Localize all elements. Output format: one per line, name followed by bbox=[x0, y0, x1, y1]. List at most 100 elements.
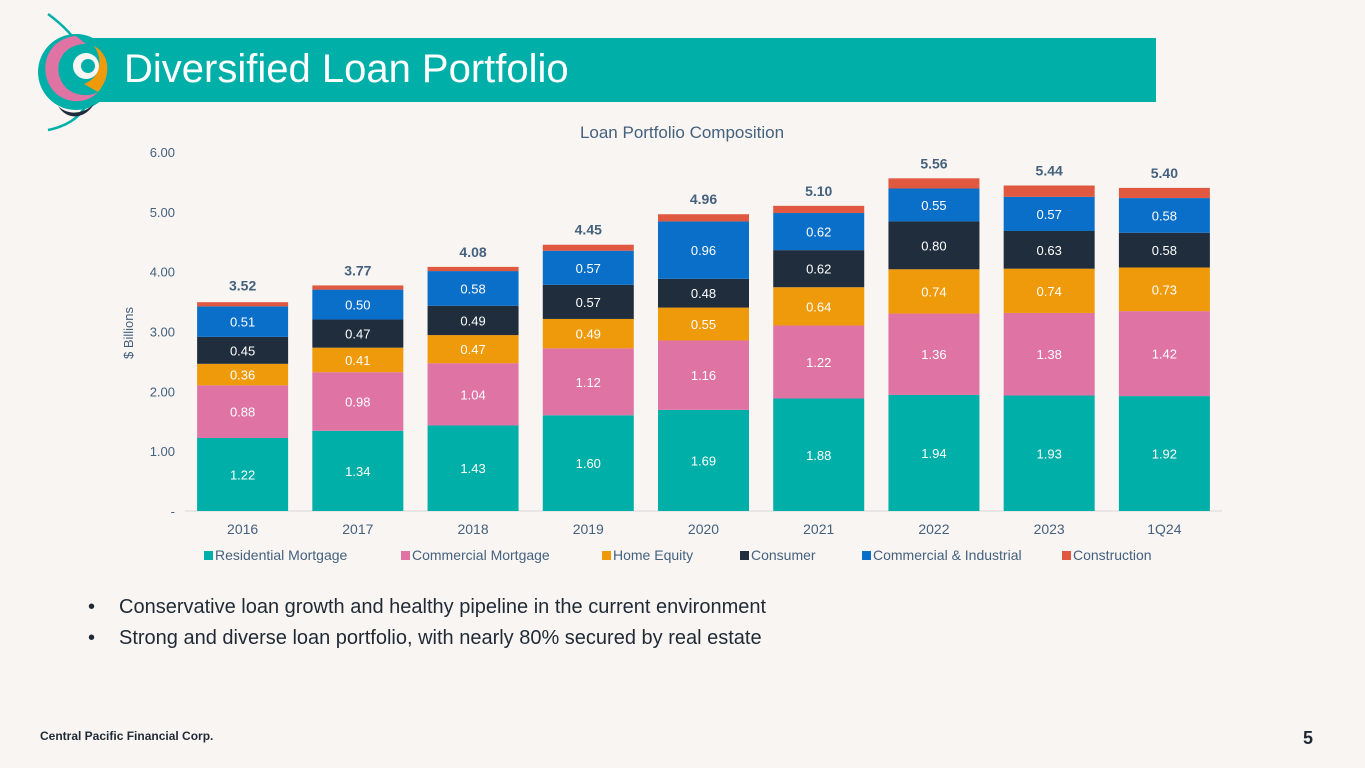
bar-segment bbox=[888, 269, 980, 314]
page-number: 5 bbox=[1302, 728, 1313, 748]
bar-segment bbox=[197, 438, 289, 511]
data-label: 0.57 bbox=[576, 295, 601, 310]
data-label: 1.92 bbox=[1152, 447, 1177, 462]
bar-segment bbox=[658, 221, 749, 279]
x-tick-label: 2020 bbox=[688, 521, 719, 537]
bar-segment bbox=[427, 266, 519, 272]
bar-segment bbox=[773, 287, 865, 326]
total-label: 3.52 bbox=[229, 277, 256, 293]
bar-segment bbox=[888, 394, 980, 511]
bullet-item: • Conservative loan growth and healthy pi… bbox=[88, 596, 767, 618]
data-label: 0.88 bbox=[230, 405, 255, 420]
bar-segment bbox=[1118, 267, 1210, 312]
bar-segment bbox=[427, 305, 519, 336]
bar-segment bbox=[312, 289, 404, 320]
bar-segment bbox=[888, 221, 980, 270]
data-label: 0.41 bbox=[345, 353, 370, 368]
bar-segment bbox=[312, 285, 404, 290]
bar-segment bbox=[888, 188, 980, 222]
legend-swatch bbox=[602, 551, 611, 560]
bar-segment bbox=[658, 278, 749, 308]
data-label: 0.49 bbox=[460, 313, 485, 328]
data-label: 1.94 bbox=[921, 446, 946, 461]
bar-segment bbox=[312, 347, 404, 373]
y-axis-label: $ Billions bbox=[121, 306, 136, 359]
x-tick-label: 2017 bbox=[342, 521, 373, 537]
data-label: 1.12 bbox=[576, 375, 601, 390]
bar-segment bbox=[773, 213, 865, 251]
legend-swatch bbox=[1062, 551, 1071, 560]
bar-segment bbox=[1003, 312, 1095, 396]
data-label: 1.43 bbox=[460, 461, 485, 476]
bar-segment bbox=[888, 178, 980, 189]
x-tick-label: 2022 bbox=[918, 521, 949, 537]
data-label: 0.47 bbox=[345, 327, 370, 342]
bullet-item: • Strong and diverse loan portfolio, with… bbox=[88, 627, 762, 649]
bar-segment bbox=[312, 430, 404, 511]
title-bar bbox=[68, 38, 1156, 102]
legend-label: Residential Mortgage bbox=[215, 547, 348, 563]
data-label: 1.04 bbox=[460, 387, 485, 402]
data-label: 0.74 bbox=[1037, 284, 1062, 299]
data-label: 0.55 bbox=[921, 198, 946, 213]
data-label: 0.62 bbox=[806, 262, 831, 277]
bar-segment bbox=[542, 250, 634, 285]
bar-segment bbox=[1003, 185, 1095, 197]
x-tick-label: 2019 bbox=[573, 521, 604, 537]
total-label: 4.96 bbox=[690, 191, 717, 207]
total-label: 4.08 bbox=[459, 244, 486, 260]
data-label: 0.98 bbox=[345, 395, 370, 410]
data-label: 0.49 bbox=[576, 327, 601, 342]
bar-segment bbox=[773, 205, 865, 214]
data-label: 0.62 bbox=[806, 225, 831, 240]
legend-label: Construction bbox=[1073, 547, 1152, 563]
total-label: 5.10 bbox=[805, 183, 832, 199]
bar-segment bbox=[542, 284, 634, 319]
bar-segment bbox=[427, 425, 519, 511]
bar-segment bbox=[1118, 187, 1210, 199]
bar-segment bbox=[773, 398, 865, 511]
data-label: 0.57 bbox=[576, 261, 601, 276]
data-label: 0.64 bbox=[806, 299, 831, 314]
x-tick-label: 1Q24 bbox=[1147, 521, 1181, 537]
loan-portfolio-chart: Loan Portfolio Composition $ Billions - 1… bbox=[121, 123, 1222, 563]
data-label: 0.55 bbox=[691, 317, 716, 332]
bar-segment bbox=[1003, 230, 1095, 269]
bar-segment bbox=[1118, 198, 1210, 233]
data-label: 0.73 bbox=[1152, 282, 1177, 297]
legend-swatch bbox=[740, 551, 749, 560]
bullet-text: Strong and diverse loan portfolio, with … bbox=[119, 627, 762, 649]
chart-title: Loan Portfolio Composition bbox=[580, 123, 784, 142]
data-label: 0.51 bbox=[230, 315, 255, 330]
total-label: 5.40 bbox=[1151, 165, 1178, 181]
page-title: Diversified Loan Portfolio bbox=[124, 47, 569, 91]
bullet-text: Conservative loan growth and healthy pip… bbox=[119, 596, 767, 618]
bar-segment bbox=[542, 415, 634, 511]
bar-segment bbox=[773, 250, 865, 288]
bar-segment bbox=[312, 372, 404, 431]
total-label: 3.77 bbox=[344, 262, 371, 278]
bar-segment bbox=[542, 318, 634, 349]
bar-segment bbox=[427, 335, 519, 364]
legend-label: Home Equity bbox=[613, 547, 693, 563]
bar-segment bbox=[312, 319, 404, 348]
data-label: 1.22 bbox=[806, 355, 831, 370]
data-label: 1.88 bbox=[806, 448, 831, 463]
data-label: 0.36 bbox=[230, 368, 255, 383]
data-label: 0.63 bbox=[1037, 243, 1062, 258]
data-label: 0.96 bbox=[691, 243, 716, 258]
x-tick-label: 2021 bbox=[803, 521, 834, 537]
bar-segment bbox=[427, 271, 519, 306]
bar-segment bbox=[1003, 395, 1095, 511]
bar-segment bbox=[542, 244, 634, 251]
bar-segment bbox=[658, 214, 749, 222]
bar-segment bbox=[888, 313, 980, 395]
y-tick-label: 5.00 bbox=[150, 205, 175, 220]
legend-label: Consumer bbox=[751, 547, 816, 563]
x-tick-label: 2023 bbox=[1034, 521, 1065, 537]
bullet-list: • Conservative loan growth and healthy pi… bbox=[88, 592, 766, 654]
total-label: 4.45 bbox=[575, 222, 602, 238]
bar-segment bbox=[197, 302, 289, 307]
y-tick-label: 2.00 bbox=[150, 384, 175, 399]
x-tick-label: 2018 bbox=[457, 521, 488, 537]
